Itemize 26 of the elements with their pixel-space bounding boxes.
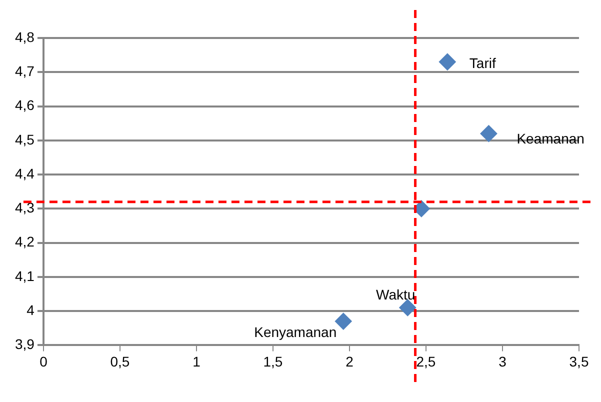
y-tick-label: 4,1	[14, 268, 35, 284]
x-tick-label: 3	[498, 353, 507, 370]
x-tick-label: 0,5	[110, 353, 130, 370]
y-tick-label: 3,9	[14, 336, 35, 352]
y-tick-label: 4,6	[14, 97, 35, 114]
point	[334, 312, 352, 330]
y-tick-label: 4,4	[14, 165, 35, 182]
annotation: Waktu	[376, 286, 416, 303]
annotation: Tarif	[469, 54, 496, 71]
annotation: Kenyamanan	[254, 324, 337, 340]
y-tick-label: 4,7	[14, 62, 35, 79]
y-tick-label: 4,8	[14, 28, 35, 45]
point	[399, 299, 416, 316]
x-tick-label: 3,5	[569, 353, 589, 370]
y-tick-label: 4,3	[14, 200, 35, 216]
x-tick-label: 1	[192, 353, 201, 370]
x-tick-label: 1,5	[263, 353, 283, 370]
x-tick-label: 0	[40, 353, 48, 370]
y-tick-label: 4	[26, 302, 35, 318]
x-tick-label: 2,5	[416, 353, 436, 370]
point	[438, 53, 456, 70]
x-tick-label: 2	[346, 353, 354, 370]
annotation: Keamanan	[516, 130, 584, 146]
y-tick-label: 4,2	[14, 234, 35, 250]
y-tick-label: 4,5	[14, 131, 35, 148]
point	[480, 125, 498, 142]
